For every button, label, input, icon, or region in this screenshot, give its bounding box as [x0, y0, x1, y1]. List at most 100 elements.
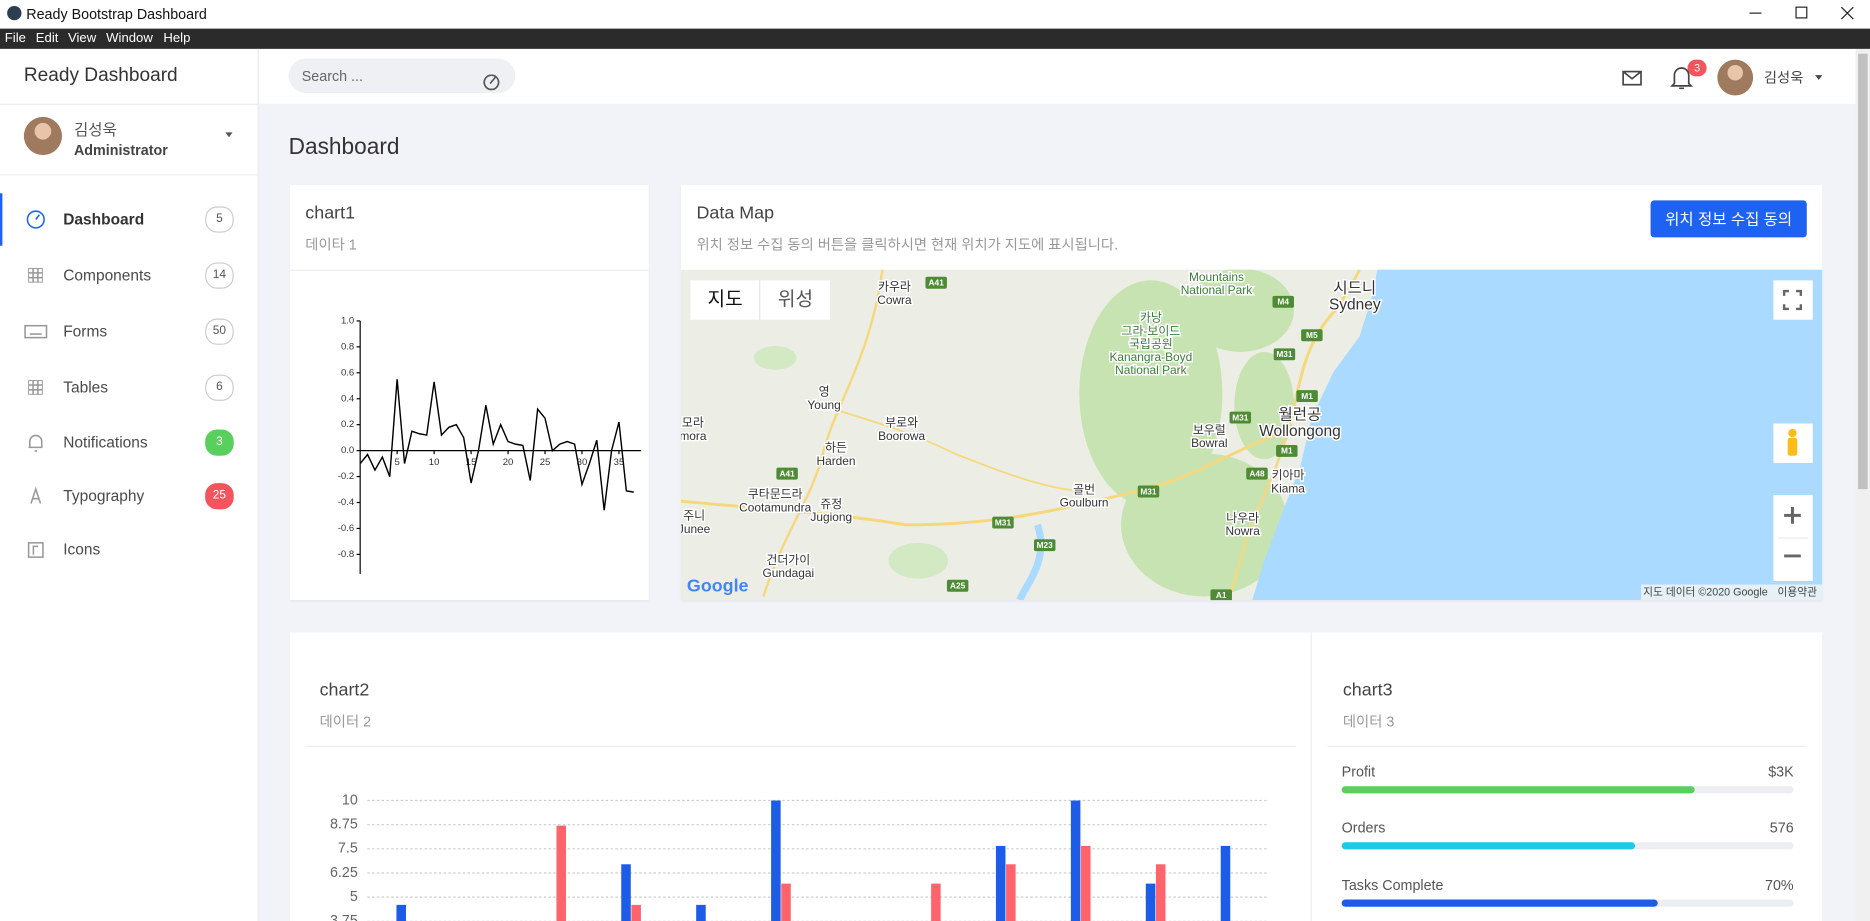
- nav-icon: [28, 434, 43, 452]
- icon-part: [37, 389, 43, 395]
- y-tick-label: 1.0: [341, 315, 354, 326]
- place-label: 쿠타문드라: [748, 487, 803, 501]
- nav-label[interactable]: Typography: [63, 486, 145, 505]
- bell-icon[interactable]: [1670, 67, 1694, 90]
- icon-part: [28, 267, 34, 274]
- progress-bar: [1341, 899, 1659, 907]
- mail-icon[interactable]: [1622, 70, 1642, 86]
- place-label: 영: [819, 385, 830, 399]
- y-tick-label: -0.8: [338, 549, 354, 560]
- card-title: chart3: [1342, 680, 1393, 701]
- map-type-satellite[interactable]: 위성: [778, 289, 813, 311]
- road: [822, 404, 1086, 493]
- place-label: 주니: [683, 509, 705, 523]
- menu-item[interactable]: Edit: [35, 31, 59, 46]
- nav-label[interactable]: Dashboard: [63, 209, 145, 228]
- icon-part: [28, 272, 34, 278]
- road-label: M31: [1232, 412, 1249, 422]
- park-area: [1079, 280, 1223, 508]
- park-area: [1121, 453, 1289, 597]
- progress-value: 70%: [1765, 876, 1794, 894]
- x-tick-label: 20: [503, 457, 514, 468]
- y-tick-label: 0.2: [341, 419, 354, 430]
- maximize-button[interactable]: [1795, 6, 1808, 19]
- progress-label: Tasks Complete: [1341, 876, 1444, 894]
- nav-label[interactable]: Notifications: [63, 433, 148, 451]
- icon-part: [28, 434, 43, 452]
- nav-badge: 5: [205, 206, 234, 233]
- user-role: Administrator: [73, 141, 168, 159]
- lake: [1016, 523, 1045, 601]
- map-terms[interactable]: 이용약관: [1778, 587, 1818, 599]
- icon-part: [32, 545, 39, 555]
- search-box[interactable]: [288, 58, 516, 94]
- nav-label[interactable]: Forms: [63, 322, 108, 341]
- place-label: 건더가이: [766, 553, 810, 567]
- y-tick-label: 8.75: [330, 816, 358, 832]
- user-name[interactable]: 김성욱: [73, 120, 117, 139]
- brand[interactable]: Ready Dashboard: [23, 65, 178, 86]
- zoom-in[interactable]: [1784, 507, 1801, 524]
- divider: [1310, 632, 1312, 921]
- nav-label[interactable]: Components: [63, 266, 152, 284]
- bar: [995, 845, 1006, 921]
- bar: [621, 864, 631, 921]
- nav-label[interactable]: Icons: [63, 540, 101, 559]
- road-label: A41: [929, 278, 945, 288]
- menu-item[interactable]: Help: [163, 31, 191, 46]
- menu-item[interactable]: Window: [106, 31, 153, 46]
- nav-badge: 3: [205, 429, 234, 456]
- map-type-map[interactable]: 지도: [708, 289, 743, 311]
- nav-badge: 6: [205, 374, 234, 401]
- scrollbar-thumb[interactable]: [1858, 53, 1868, 490]
- menu-item[interactable]: File: [4, 31, 26, 46]
- page-title: Dashboard: [288, 134, 400, 160]
- nav-icon: [28, 380, 43, 395]
- caret[interactable]: [1815, 75, 1823, 80]
- nav-icon: [26, 210, 45, 229]
- bar: [931, 883, 941, 921]
- consent-button[interactable]: 위치 정보 수집 동의: [1650, 200, 1807, 238]
- road-label: M31: [1140, 486, 1157, 496]
- menu-item[interactable]: View: [67, 31, 97, 46]
- place-label: 카낭: [1140, 311, 1162, 325]
- notification-count[interactable]: 3: [1687, 59, 1707, 77]
- line-series: [359, 379, 634, 511]
- place-label: Junee: [678, 522, 711, 536]
- search-icon[interactable]: [483, 74, 500, 91]
- icon-part: [37, 380, 43, 386]
- bar: [1155, 864, 1166, 921]
- fullscreen-button[interactable]: [1773, 280, 1813, 320]
- attribution-bar: [1641, 584, 1823, 601]
- bar: [771, 800, 781, 921]
- bar: [1006, 864, 1016, 921]
- bar: [1145, 883, 1156, 921]
- place-label: 나우라: [1226, 511, 1259, 525]
- header-user[interactable]: 김성욱: [1763, 69, 1804, 86]
- nav-label[interactable]: Tables: [63, 378, 109, 397]
- place-label: 카우라: [878, 280, 911, 294]
- bar: [556, 825, 566, 921]
- road-label: M1: [1281, 446, 1293, 456]
- caret[interactable]: [225, 132, 233, 138]
- search-placeholder[interactable]: Search ...: [301, 68, 363, 85]
- road-label: A48: [1249, 468, 1265, 478]
- progress-label: Orders: [1341, 819, 1386, 837]
- map-attribution: 지도 데이터 ©2020 Google: [1643, 587, 1768, 599]
- y-tick-label: -0.4: [338, 497, 355, 508]
- nav-icon: [27, 542, 44, 558]
- close-button[interactable]: [1840, 6, 1854, 20]
- place-label: Gundagai: [762, 566, 814, 580]
- icon-part: [28, 380, 34, 386]
- place-label: mora: [679, 429, 706, 443]
- place-label: Harden: [816, 454, 855, 468]
- road-shield: [946, 579, 969, 592]
- icon-part: [26, 210, 45, 229]
- place-label: 하든: [825, 441, 847, 455]
- bar: [1220, 845, 1231, 921]
- app-icon: [7, 5, 22, 21]
- road-shield: [1033, 539, 1056, 552]
- google-logo[interactable]: Google: [687, 576, 749, 596]
